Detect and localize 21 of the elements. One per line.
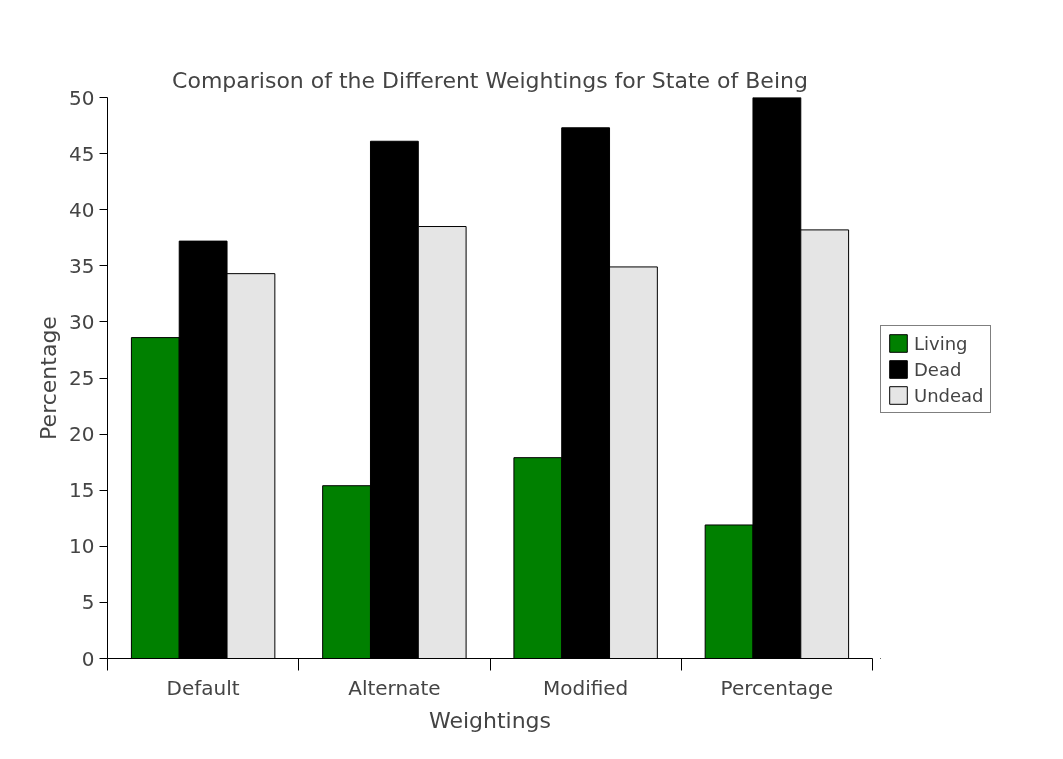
y-tick-label: 45 [69, 141, 95, 166]
y-tick-label: 30 [69, 309, 95, 334]
y-tick-label: 25 [69, 366, 95, 390]
x-tick-label: Default [166, 675, 240, 700]
y-tick-label: 5 [81, 590, 95, 615]
x-tick-label: Percentage [720, 675, 834, 700]
legend-label: Dead [914, 358, 962, 380]
x-axis-title: Weightings [428, 707, 552, 733]
y-axis-title: Percentage [36, 316, 62, 440]
y-tick-label: 50 [69, 85, 95, 110]
y-tick-label: 40 [69, 197, 95, 222]
legend-label: Living [914, 332, 968, 354]
legend-label: Undead [914, 384, 984, 406]
x-tick-label: Modified [542, 675, 629, 700]
y-tick-label: 20 [69, 422, 95, 447]
y-tick-label: 15 [69, 478, 95, 503]
x-tick-label: Alternate [348, 675, 441, 700]
chart-title: Comparison of the Different Weightings for State of Being [172, 67, 808, 93]
y-tick-label: 10 [69, 534, 95, 559]
y-tick-label: 35 [69, 253, 95, 278]
y-tick-label: 0 [81, 646, 95, 671]
